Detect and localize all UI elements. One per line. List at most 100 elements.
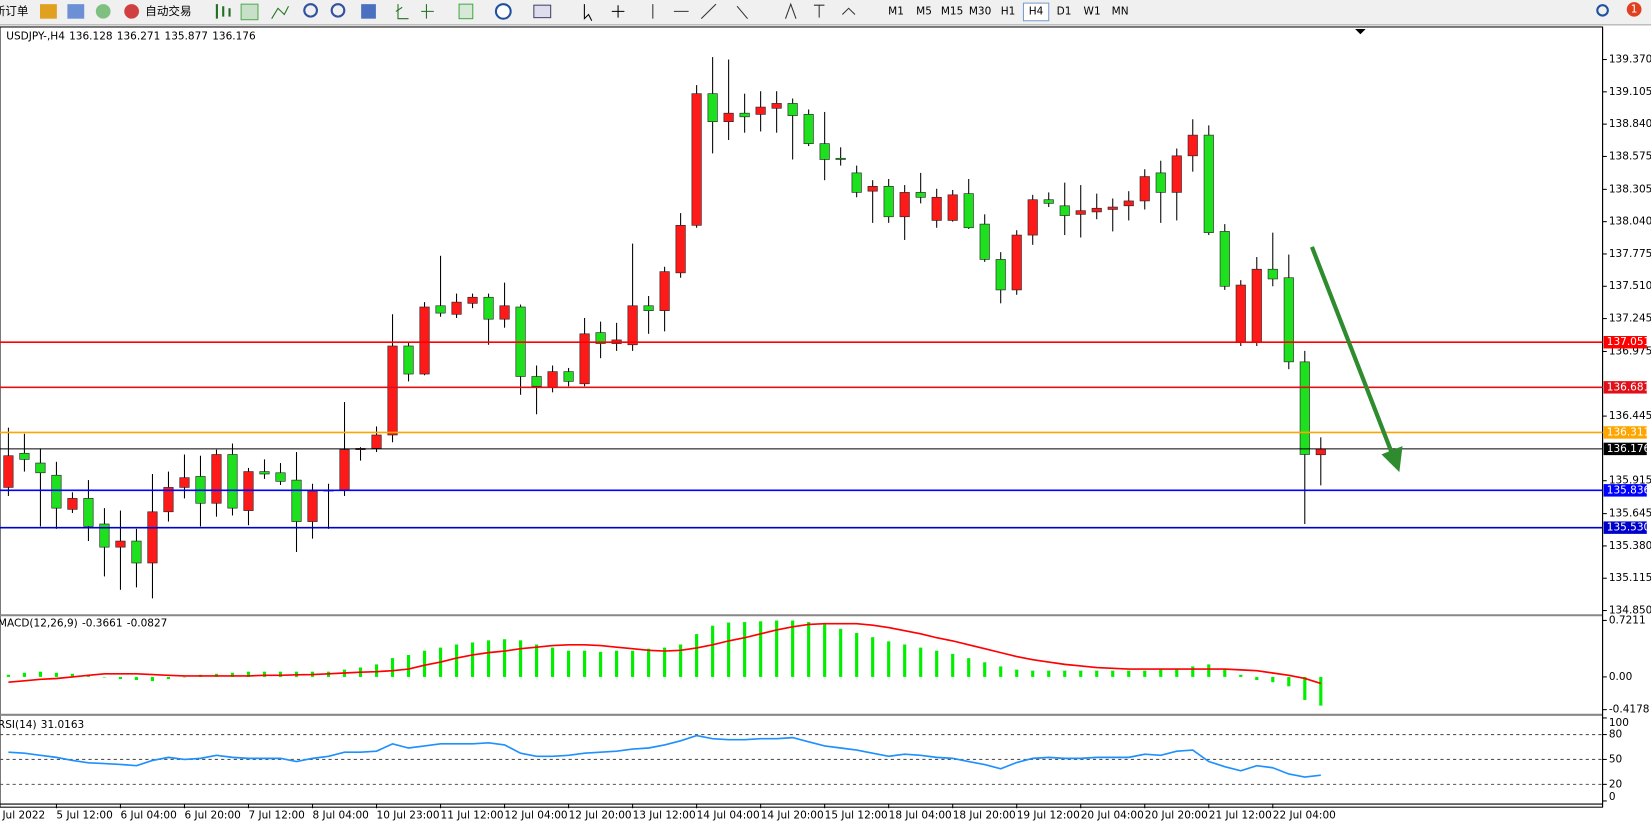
candle-body xyxy=(1251,268,1262,343)
icon[interactable] xyxy=(421,4,434,19)
zoom-out[interactable] xyxy=(330,3,346,18)
macd-bar xyxy=(1271,676,1275,683)
draw-tools[interactable] xyxy=(652,3,748,20)
x-tick-label: 6 Jul 04:00 xyxy=(120,810,176,822)
search[interactable] xyxy=(1596,4,1609,17)
timeframes: M1 M5 M15 M30 H1 H4 D1 W1 MN xyxy=(888,2,1129,22)
y-tick-label: 135.645 xyxy=(1609,508,1651,520)
last-price-line-label: 136.176 xyxy=(1607,443,1650,455)
candle-body xyxy=(1203,134,1214,233)
candle-body xyxy=(643,305,654,311)
y-tick-label: 0.00 xyxy=(1609,671,1632,683)
candle-body xyxy=(979,223,990,260)
macd-bar xyxy=(615,650,619,677)
macd-bar xyxy=(839,628,843,677)
candle-body xyxy=(1155,172,1166,193)
macd-bar xyxy=(855,632,859,677)
text-tools[interactable] xyxy=(784,2,825,19)
candle-body xyxy=(163,487,174,513)
candle-body xyxy=(803,114,814,144)
macd-bar xyxy=(422,650,427,677)
timeframe-button[interactable]: H4 xyxy=(1029,5,1044,17)
macd-bar xyxy=(22,672,27,677)
y-tick-label: 50 xyxy=(1609,753,1622,765)
x-tick-label: 20 Jul 20:00 xyxy=(1145,810,1208,822)
macd-bar xyxy=(1047,670,1051,677)
candle-body xyxy=(627,305,638,346)
macd-bar xyxy=(534,644,539,677)
icon[interactable] xyxy=(361,4,376,19)
icon[interactable] xyxy=(841,7,856,15)
icon[interactable] xyxy=(215,4,231,19)
x-tick-label: 13 Jul 12:00 xyxy=(633,810,696,822)
timeframe-button[interactable]: M15 xyxy=(941,5,963,17)
timeframe-button[interactable]: W1 xyxy=(1084,5,1101,17)
macd-header: MACD(12,26,9) -0.3661 -0.0827 xyxy=(0,618,167,630)
macd-bar xyxy=(134,676,139,681)
horizontal-line-label-bg xyxy=(1603,336,1647,349)
y-tick-label: 139.370 xyxy=(1609,54,1651,66)
candle-body xyxy=(67,498,78,510)
candle-body xyxy=(563,371,574,382)
x-tick-label: 18 Jul 20:00 xyxy=(953,810,1016,822)
macd-bar xyxy=(567,650,571,677)
icon[interactable] xyxy=(271,5,289,19)
candle-body xyxy=(435,305,446,314)
candle-body xyxy=(659,271,670,311)
macd-bar xyxy=(262,671,267,677)
candle-body xyxy=(419,306,430,375)
candle-body xyxy=(51,474,62,509)
icon[interactable] xyxy=(494,3,512,20)
icon[interactable] xyxy=(533,4,552,19)
icon[interactable] xyxy=(458,3,474,20)
timeframe-button[interactable]: MN xyxy=(1112,5,1129,17)
macd-bar xyxy=(6,674,11,677)
macd-bar xyxy=(775,620,779,677)
icon[interactable] xyxy=(240,3,259,21)
timeframe-button[interactable]: M30 xyxy=(969,5,991,17)
candle-body xyxy=(451,301,462,315)
auto-trading-button[interactable]: 自动交易 xyxy=(145,4,191,18)
macd-bar xyxy=(166,676,171,680)
candle-body xyxy=(467,296,478,304)
chart-frame xyxy=(0,26,1604,808)
candle-body xyxy=(579,333,590,385)
icon[interactable] xyxy=(395,4,409,20)
candle-body xyxy=(963,193,974,229)
horizontal-line-label-bg xyxy=(1603,521,1647,534)
icon[interactable] xyxy=(95,4,111,19)
candle-body xyxy=(115,540,126,548)
candle-body xyxy=(755,106,766,115)
zoom-in[interactable] xyxy=(303,3,318,18)
cursor-tool[interactable] xyxy=(583,4,593,21)
candle-body xyxy=(499,305,510,320)
candle-body xyxy=(1139,176,1150,202)
candle-body xyxy=(531,376,542,387)
timeframe-button[interactable]: M5 xyxy=(916,5,932,17)
candle-body xyxy=(275,472,286,482)
macd-bar xyxy=(390,658,395,677)
horizontal-line-label-bg xyxy=(1603,484,1647,497)
notification-badge[interactable] xyxy=(1626,2,1642,17)
icon[interactable] xyxy=(40,4,57,19)
chart-header: USDJPY-,H4 136.128 136.271 135.877 136.176 xyxy=(6,30,255,42)
candle-body xyxy=(1107,206,1118,210)
macd-bar xyxy=(1191,666,1195,677)
auto-trading-icon[interactable] xyxy=(124,4,139,19)
timeframe-button[interactable]: H1 xyxy=(1001,5,1016,17)
x-tick-label: 6 Jul 20:00 xyxy=(184,810,240,822)
new-order-button[interactable]: 新订单 xyxy=(0,4,28,18)
timeframe-button[interactable]: M1 xyxy=(888,5,904,17)
y-tick-label: 137.245 xyxy=(1609,313,1651,325)
indicator-name: RSI(14) xyxy=(0,719,37,731)
horizontal-line-label-bg xyxy=(1603,381,1647,394)
macd-bar xyxy=(663,647,667,677)
timeframe-button[interactable]: D1 xyxy=(1057,5,1072,17)
macd-bar xyxy=(919,647,923,677)
icon[interactable] xyxy=(67,4,85,19)
crosshair-tool[interactable] xyxy=(611,5,625,18)
macd-bar xyxy=(711,625,715,677)
candle-body xyxy=(1091,207,1102,213)
x-tick-label: 11 Jul 12:00 xyxy=(441,810,504,822)
y-tick-label: 0.7211 xyxy=(1609,614,1646,626)
